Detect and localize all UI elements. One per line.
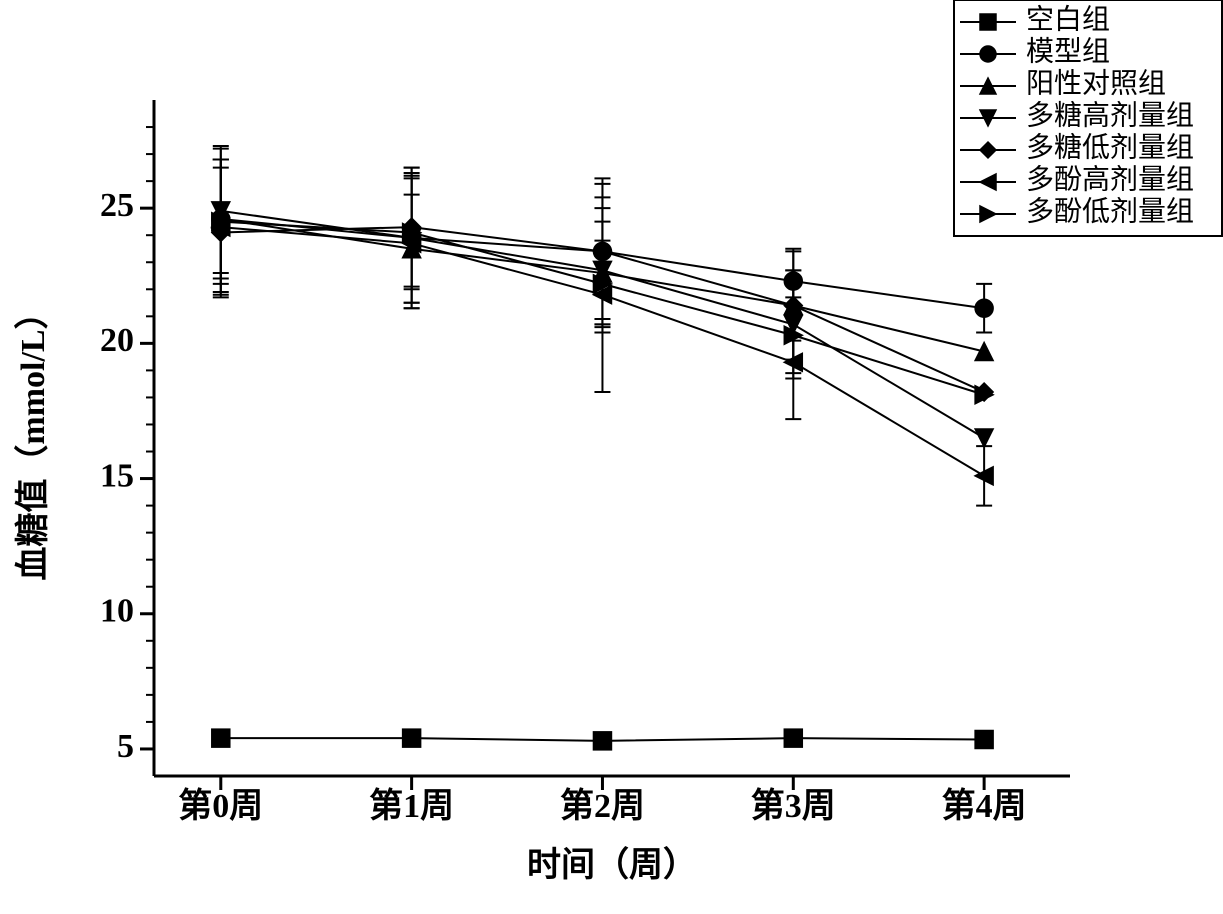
x-tick-label: 第3周 — [751, 787, 836, 825]
legend-label: 多酚高剂量组 — [1026, 163, 1194, 195]
y-tick-label: 20 — [100, 322, 134, 359]
legend: 空白组模型组阳性对照组多糖高剂量组多糖低剂量组多酚高剂量组多酚低剂量组 — [954, 0, 1222, 236]
x-axis-label: 时间（周） — [527, 845, 697, 884]
legend-label: 多糖低剂量组 — [1026, 131, 1194, 163]
y-tick-label: 25 — [100, 187, 134, 224]
legend-label: 阳性对照组 — [1026, 67, 1166, 99]
y-axis-label: 血糖值（mmol/L） — [13, 295, 52, 580]
legend-label: 多糖高剂量组 — [1026, 99, 1194, 131]
x-tick-label: 第1周 — [369, 787, 454, 825]
x-tick-label: 第4周 — [942, 787, 1027, 825]
x-tick-label: 第0周 — [178, 787, 263, 825]
series-空白组 — [212, 729, 993, 750]
legend-label: 模型组 — [1026, 35, 1110, 67]
line-chart: 5 10 15 20 25 第0周 第1周 第2周 第3周 第4周时间（周） 血糖值（mmol/L）… — [0, 0, 1223, 914]
x-tick-label: 第2周 — [560, 787, 645, 825]
legend-label: 多酚低剂量组 — [1026, 195, 1194, 227]
y-tick-label: 10 — [100, 593, 134, 630]
y-tick-label: 5 — [117, 728, 134, 765]
y-tick-label: 15 — [100, 457, 134, 494]
chart-container: 5 10 15 20 25 第0周 第1周 第2周 第3周 第4周时间（周） 血糖值（mmol/L）… — [0, 0, 1223, 914]
legend-label: 空白组 — [1026, 3, 1110, 35]
series-多酚高剂量组 — [212, 159, 993, 505]
